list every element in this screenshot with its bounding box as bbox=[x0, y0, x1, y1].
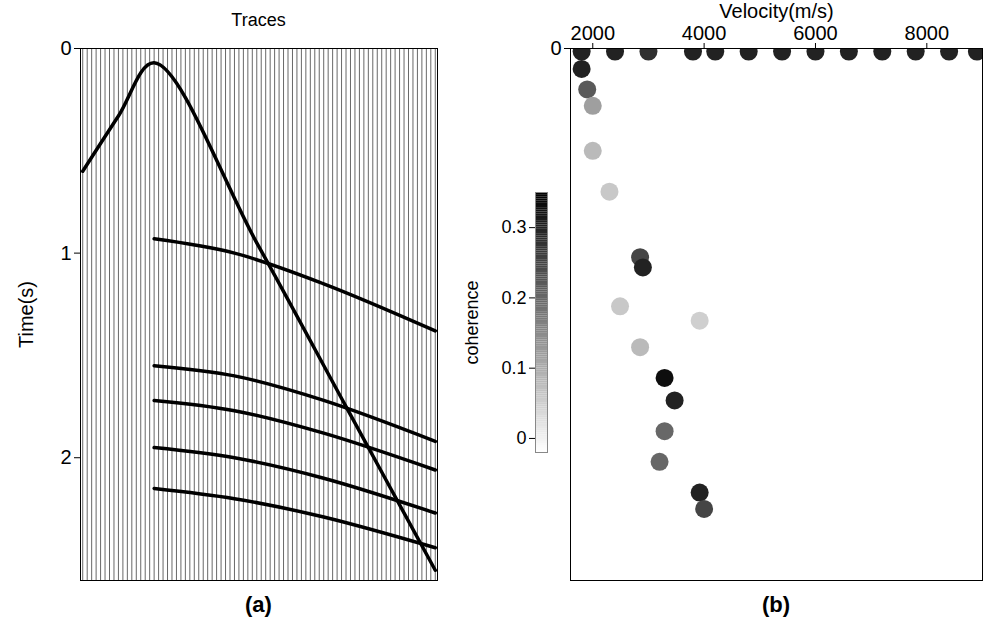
svg-text:Velocity(m/s): Velocity(m/s) bbox=[719, 0, 833, 22]
svg-text:8000: 8000 bbox=[905, 22, 950, 44]
html-text:Traces: Traces bbox=[231, 10, 286, 30]
svg-text:1: 1 bbox=[60, 242, 71, 264]
svg-text:0.3: 0.3 bbox=[501, 217, 526, 237]
svg-text:Time(s): Time(s) bbox=[15, 281, 37, 348]
svg-text:4000: 4000 bbox=[682, 22, 727, 44]
svg-text:coherence: coherence bbox=[462, 280, 482, 364]
svg-text:0.2: 0.2 bbox=[501, 288, 526, 308]
svg-text:2000: 2000 bbox=[571, 22, 616, 44]
svg-text:0: 0 bbox=[516, 428, 526, 448]
html-text:(a): (a) bbox=[245, 592, 272, 617]
svg-text:2: 2 bbox=[60, 446, 71, 468]
svg-text:0: 0 bbox=[550, 37, 561, 59]
html-text:(b): (b) bbox=[762, 592, 790, 617]
svg-text:0: 0 bbox=[60, 37, 71, 59]
svg-text:0.1: 0.1 bbox=[501, 358, 526, 378]
svg-text:6000: 6000 bbox=[793, 22, 838, 44]
